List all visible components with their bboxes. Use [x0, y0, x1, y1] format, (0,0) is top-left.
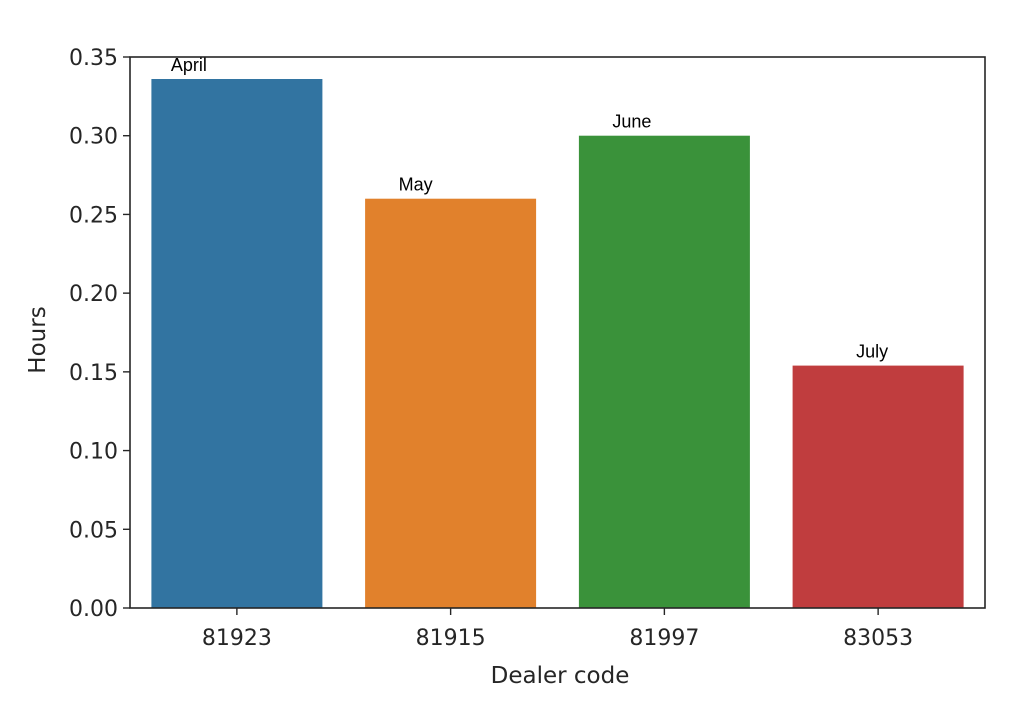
bar-annotations: April May June July [171, 55, 888, 362]
x-tick-label: 81997 [629, 626, 699, 651]
y-tick-label: 0.00 [69, 597, 118, 622]
y-tick-label: 0.35 [69, 46, 118, 71]
x-axis-label: Dealer code [491, 663, 630, 689]
y-tick-label: 0.05 [69, 518, 118, 543]
bar-83053 [792, 365, 964, 608]
y-tick-label: 0.20 [69, 282, 118, 307]
x-tick-label: 81923 [202, 626, 272, 651]
bar-annotation: May [399, 175, 433, 195]
bar-81915 [365, 198, 537, 608]
x-tick-label: 83053 [843, 626, 913, 651]
bar-annotation: April [171, 55, 207, 75]
y-tick-label: 0.10 [69, 440, 118, 465]
bar-81997 [578, 135, 750, 608]
x-axis: 81923 81915 81997 83053 [202, 608, 913, 651]
bar-annotation: June [612, 112, 651, 132]
x-tick-label: 81915 [416, 626, 486, 651]
y-axis-label: Hours [25, 306, 51, 373]
y-axis: 0.00 0.05 0.10 0.15 0.20 0.25 0.30 0.35 [69, 46, 130, 622]
bars-layer [151, 79, 964, 608]
y-tick-label: 0.15 [69, 361, 118, 386]
y-tick-label: 0.30 [69, 125, 118, 150]
bar-annotation: July [856, 342, 888, 362]
plot-frame [129, 56, 986, 609]
y-tick-label: 0.25 [69, 203, 118, 228]
bar-81923 [151, 79, 323, 608]
